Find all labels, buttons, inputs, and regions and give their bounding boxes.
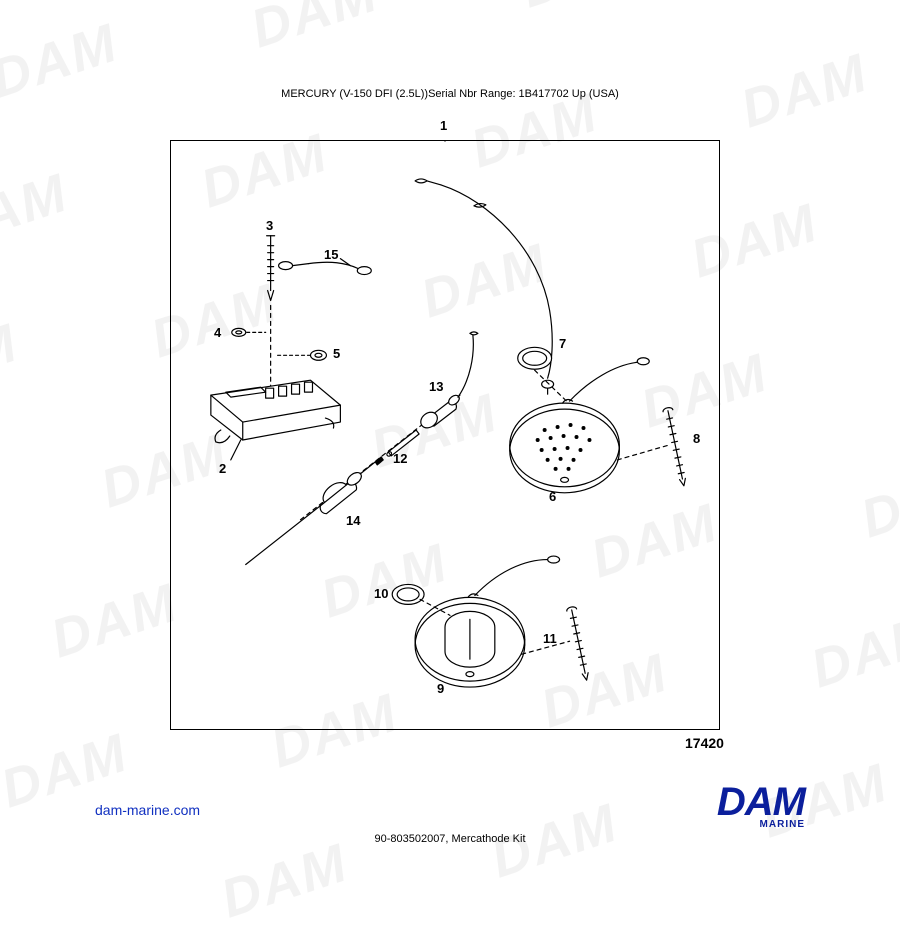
callout-2: 2 (219, 461, 226, 476)
wm: DAM (804, 602, 900, 701)
callout-9: 9 (437, 681, 444, 696)
callout-4: 4 (214, 325, 221, 340)
drawing-number: 17420 (685, 735, 724, 751)
callout-1: 1 (440, 118, 447, 133)
footer-caption: 90-803502007, Mercathode Kit (0, 833, 900, 845)
wm: DAM (214, 832, 356, 930)
callout-7: 7 (559, 336, 566, 351)
callout-8: 8 (693, 431, 700, 446)
callout-10: 10 (374, 586, 388, 601)
wm: DAM (44, 572, 186, 671)
callout-11: 11 (543, 631, 557, 646)
callout-13: 13 (429, 379, 443, 394)
wm: DAM (0, 162, 75, 261)
callout-15: 15 (324, 247, 338, 262)
website-link[interactable]: dam-marine.com (95, 802, 200, 818)
wm: DAM (854, 452, 900, 551)
logo-text: DAM (717, 785, 805, 819)
wm: DAM (514, 0, 656, 20)
callout-6: 6 (549, 489, 556, 504)
callout-5: 5 (333, 346, 340, 361)
wm: DAM (0, 312, 25, 411)
dam-logo: DAM MARINE (717, 785, 805, 830)
page-title: MERCURY (V-150 DFI (2.5L))Serial Nbr Ran… (0, 88, 900, 100)
callout-14: 14 (346, 513, 360, 528)
parts-diagram (171, 141, 719, 729)
callout-12: 12 (393, 451, 407, 466)
callout-3: 3 (266, 218, 273, 233)
wm: DAM (244, 0, 386, 60)
drawing-frame: 2 3 4 5 6 7 8 9 10 11 12 13 14 15 (170, 140, 720, 730)
